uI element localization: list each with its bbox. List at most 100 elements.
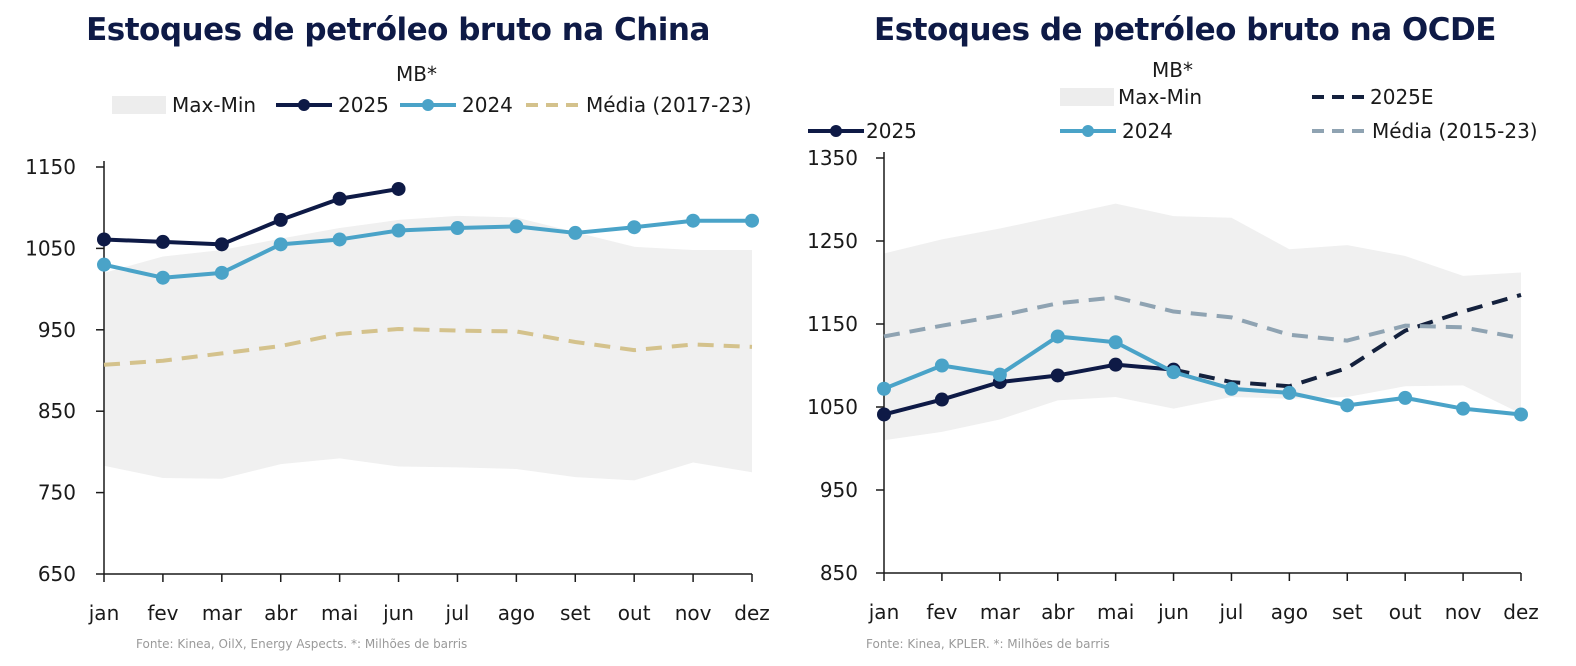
x-tick-label: mai (321, 601, 358, 625)
x-tick-label: out (618, 601, 651, 625)
x-tick-label: ago (498, 601, 535, 625)
x-tick-label: set (1332, 600, 1363, 624)
legend-label: 2025 (866, 119, 917, 143)
data-point-2025 (1050, 368, 1065, 383)
x-tick-label: jul (445, 601, 470, 625)
legend-label: 2025E (1370, 85, 1434, 109)
legend-label: Max-Min (1118, 85, 1203, 109)
legend-item-2025: 2025 (808, 118, 917, 144)
legend-label: Média (2017-23) (586, 93, 752, 117)
legend-item-band: Max-Min (1060, 84, 1202, 110)
x-tick-label: jul (1219, 600, 1244, 624)
x-tick-label: mar (980, 600, 1021, 624)
x-tick-label: jan (868, 600, 900, 624)
data-point-2024 (1456, 401, 1471, 416)
data-point-2025 (391, 181, 406, 196)
data-point-2025 (97, 232, 111, 247)
x-tick-label: ago (1271, 600, 1308, 624)
data-point-2024 (686, 213, 701, 228)
data-point-2024 (568, 225, 583, 240)
data-point-2024 (1282, 385, 1297, 400)
data-point-2024 (155, 270, 170, 285)
max-min-band (104, 215, 752, 481)
data-point-2024 (1398, 390, 1413, 405)
series-line-2024 (883, 334, 1522, 417)
data-point-2024 (1166, 365, 1181, 380)
legend-label: Max-Min (172, 93, 257, 117)
legend-label: Média (2015-23) (1372, 119, 1538, 143)
y-tick-label: 1350 (807, 146, 858, 170)
series-line-m-dia-2017-23- (103, 326, 753, 367)
source-note: Fonte: Kinea, OilX, Energy Aspects. *: M… (136, 637, 468, 651)
x-tick-label: out (1389, 600, 1422, 624)
y-tick-label: 1250 (807, 229, 858, 253)
data-point-2024 (877, 381, 891, 396)
data-point-2024 (1224, 381, 1239, 396)
x-tick-label: fev (926, 600, 957, 624)
chart-unit: MB* (1152, 58, 1193, 82)
y-tick-label: 1150 (25, 155, 76, 179)
chart-panel-china: Estoques de petróleo bruto na China MB* … (25, 12, 770, 651)
data-point-2025 (214, 237, 229, 252)
legend-item-band: Max-Min (112, 92, 256, 118)
x-tick-label: dez (1503, 600, 1539, 624)
y-tick-label: 1050 (807, 395, 858, 419)
data-point-2024 (1108, 335, 1123, 350)
x-tick-label: set (560, 601, 591, 625)
x-tick-label: mar (202, 601, 243, 625)
data-point-2024 (214, 265, 229, 280)
data-point-2024 (934, 358, 949, 373)
series-line-2024 (103, 218, 752, 280)
data-point-2025 (332, 191, 347, 206)
data-point-2024 (1340, 398, 1355, 413)
y-tick-label: 750 (38, 481, 76, 505)
x-tick-label: dez (734, 601, 770, 625)
x-tick-label: nov (1445, 600, 1482, 624)
legend-item-2024: 2024 (400, 92, 513, 118)
series-line-2025 (103, 187, 399, 247)
y-tick-label: 850 (38, 399, 76, 423)
source-note: Fonte: Kinea, KPLER. *: Milhões de barri… (866, 637, 1110, 651)
y-tick-label: 950 (820, 478, 858, 502)
data-point-2025 (155, 234, 170, 249)
legend-label: 2024 (1122, 119, 1173, 143)
data-point-2024 (97, 257, 111, 272)
plot-area: 850 950 1050 1150 1250 1350 jan fev mar abr mai jun… (807, 146, 1539, 624)
legend-label: 2024 (462, 93, 513, 117)
data-point-2024 (627, 220, 642, 235)
y-tick-label: 950 (38, 318, 76, 342)
legend-item-media: Média (2015-23) (1310, 118, 1538, 144)
x-tick-label: jan (88, 601, 120, 625)
x-tick-label: fev (147, 601, 178, 625)
data-point-2024 (273, 237, 288, 252)
x-tick-label: jun (1157, 600, 1189, 624)
data-point-2024 (992, 367, 1007, 382)
data-point-2025 (273, 212, 288, 227)
y-tick-label: 650 (38, 562, 76, 586)
y-tick-label: 1050 (25, 236, 76, 260)
series-line-2025 (883, 362, 1174, 417)
x-tick-label: nov (675, 601, 712, 625)
data-point-2025 (877, 407, 891, 422)
max-min-band (884, 203, 1521, 441)
y-tick-label: 1150 (807, 312, 858, 336)
chart-title: Estoques de petróleo bruto na OCDE (874, 12, 1496, 48)
data-point-2024 (391, 223, 406, 238)
data-point-2024 (450, 221, 465, 236)
legend-label: 2025 (338, 93, 389, 117)
x-tick-label: jun (382, 601, 414, 625)
legend-item-media: Média (2017-23) (524, 92, 752, 118)
data-point-2025 (934, 392, 949, 407)
chart-title: Estoques de petróleo bruto na China (86, 12, 710, 48)
x-tick-label: mai (1097, 600, 1134, 624)
data-point-2024 (745, 213, 759, 228)
series-line-m-dia-2015-23- (883, 295, 1522, 343)
plot-area: 650 750 850 950 1050 1150 jan fev mar abr mai jun ju… (25, 155, 770, 625)
data-point-2024 (1514, 407, 1528, 422)
x-tick-label: abr (1041, 600, 1075, 624)
chart-unit: MB* (396, 62, 437, 86)
data-point-2024 (332, 232, 347, 247)
data-point-2024 (1050, 329, 1065, 344)
legend-item-2025e: 2025E (1310, 84, 1434, 110)
data-point-2024 (509, 219, 524, 234)
